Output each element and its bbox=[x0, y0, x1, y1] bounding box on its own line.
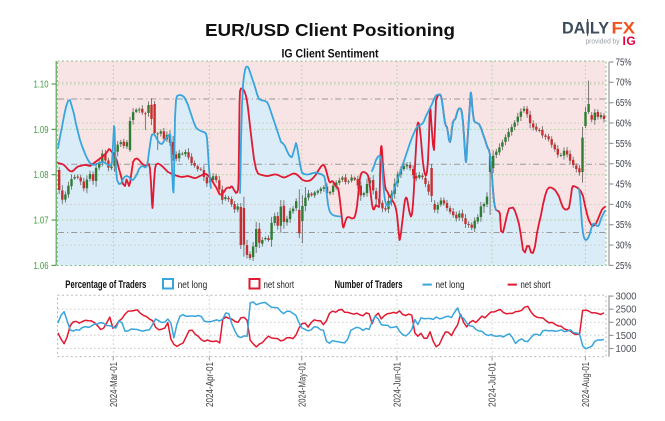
svg-text:3000: 3000 bbox=[616, 292, 637, 303]
svg-text:2024-Mar-01: 2024-Mar-01 bbox=[109, 362, 120, 407]
svg-text:FX: FX bbox=[612, 20, 636, 38]
svg-text:2500: 2500 bbox=[616, 305, 637, 316]
svg-text:45%: 45% bbox=[616, 179, 632, 190]
svg-text:2024-Jun-01: 2024-Jun-01 bbox=[393, 362, 404, 407]
svg-text:1.06: 1.06 bbox=[34, 261, 49, 272]
svg-text:50%: 50% bbox=[616, 159, 632, 170]
svg-text:30%: 30% bbox=[616, 241, 632, 252]
svg-text:1.10: 1.10 bbox=[34, 79, 49, 90]
svg-text:1.07: 1.07 bbox=[34, 216, 49, 227]
svg-text:1000: 1000 bbox=[616, 344, 637, 355]
svg-text:net short: net short bbox=[521, 280, 551, 291]
svg-text:Number of Traders: Number of Traders bbox=[335, 279, 403, 291]
svg-text:IG: IG bbox=[623, 34, 637, 48]
svg-text:Percentage of Traders: Percentage of Traders bbox=[65, 279, 146, 291]
svg-text:DAILY: DAILY bbox=[562, 20, 609, 38]
svg-text:2024-Jul-01: 2024-Jul-01 bbox=[488, 362, 499, 407]
svg-text:55%: 55% bbox=[616, 139, 632, 150]
svg-text:60%: 60% bbox=[616, 118, 632, 129]
svg-text:1500: 1500 bbox=[616, 331, 637, 342]
svg-text:provided by: provided by bbox=[586, 37, 620, 46]
svg-text:1.08: 1.08 bbox=[34, 170, 49, 181]
svg-text:1.09: 1.09 bbox=[34, 125, 49, 136]
svg-text:EUR/USD Client Positioning: EUR/USD Client Positioning bbox=[205, 20, 455, 40]
svg-text:net long: net long bbox=[436, 280, 465, 291]
svg-text:75%: 75% bbox=[616, 57, 632, 68]
svg-text:2024-Aug-01: 2024-Aug-01 bbox=[581, 362, 592, 407]
svg-text:25%: 25% bbox=[616, 261, 632, 272]
svg-text:65%: 65% bbox=[616, 98, 632, 109]
svg-text:2000: 2000 bbox=[616, 318, 637, 329]
svg-text:2024-May-01: 2024-May-01 bbox=[297, 362, 308, 407]
svg-text:net short: net short bbox=[264, 280, 295, 291]
svg-text:IG Client Sentiment: IG Client Sentiment bbox=[282, 47, 379, 61]
svg-text:2024-Apr-01: 2024-Apr-01 bbox=[205, 362, 216, 407]
svg-text:70%: 70% bbox=[616, 78, 632, 89]
svg-text:35%: 35% bbox=[616, 220, 632, 231]
svg-text:net long: net long bbox=[178, 280, 208, 291]
svg-text:40%: 40% bbox=[616, 200, 632, 211]
